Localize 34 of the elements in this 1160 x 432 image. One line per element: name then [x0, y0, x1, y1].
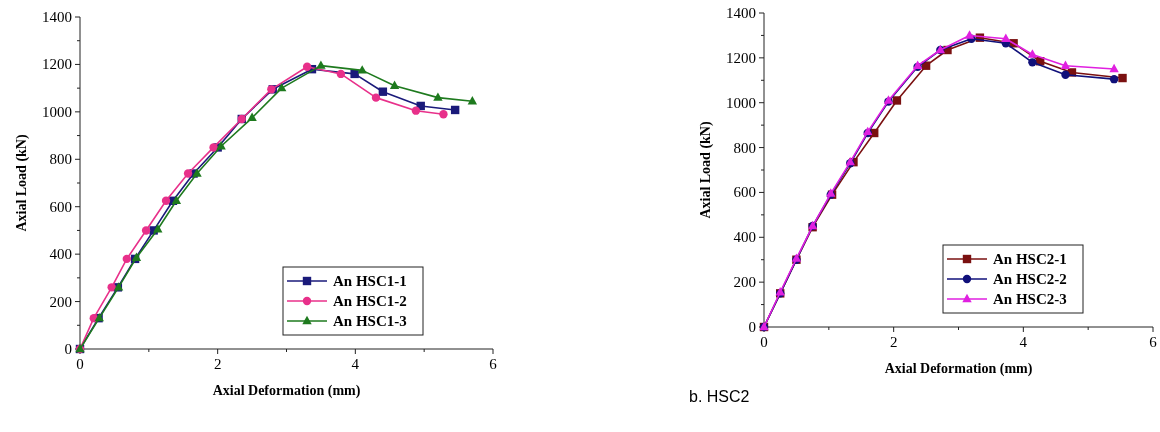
text: b. HSC2: [689, 388, 750, 405]
x-tick-label: 0: [760, 334, 768, 350]
x-tick-label: 6: [489, 356, 498, 372]
y-tick-label: 600: [49, 198, 72, 215]
y-axis-title: Axial Load (kN): [14, 134, 30, 232]
y-tick-label: 800: [49, 151, 72, 168]
legend-label: An HSC1-1: [333, 273, 407, 289]
y-tick-label: 400: [733, 229, 756, 246]
legend-label: An HSC1-2: [333, 293, 407, 309]
legend-label: An HSC2-1: [993, 251, 1067, 267]
y-tick-label: 1000: [726, 94, 756, 111]
x-tick-label: 6: [1149, 334, 1158, 350]
y-tick-label: 1200: [726, 49, 756, 66]
x-tick-label: 4: [1019, 334, 1028, 350]
x-tick-label: 2: [889, 334, 898, 350]
x-axis-title: Axial Deformation (mm): [212, 383, 361, 399]
y-tick-label: 1000: [42, 103, 72, 120]
legend-label: An HSC1-3: [333, 313, 407, 329]
y-tick-label: 200: [49, 293, 72, 310]
y-tick-label: 600: [733, 184, 756, 201]
y-tick-label: 400: [49, 246, 72, 263]
y-tick-label: 1400: [726, 5, 756, 21]
legend-label: An HSC2-3: [993, 291, 1067, 307]
y-tick-label: 1400: [42, 9, 72, 25]
y-tick-label: 800: [733, 139, 756, 156]
legend-label: An HSC2-2: [993, 271, 1067, 287]
x-tick-label: 0: [76, 356, 84, 372]
y-tick-label: 1200: [42, 56, 72, 73]
x-tick-label: 2: [213, 356, 222, 372]
x-axis-title: Axial Deformation (mm): [884, 361, 1033, 377]
x-tick-label: 4: [351, 356, 360, 372]
y-axis-title: Axial Load (kN): [698, 121, 714, 219]
y-tick-label: 200: [733, 274, 756, 291]
y-tick-label: 0: [748, 319, 756, 335]
